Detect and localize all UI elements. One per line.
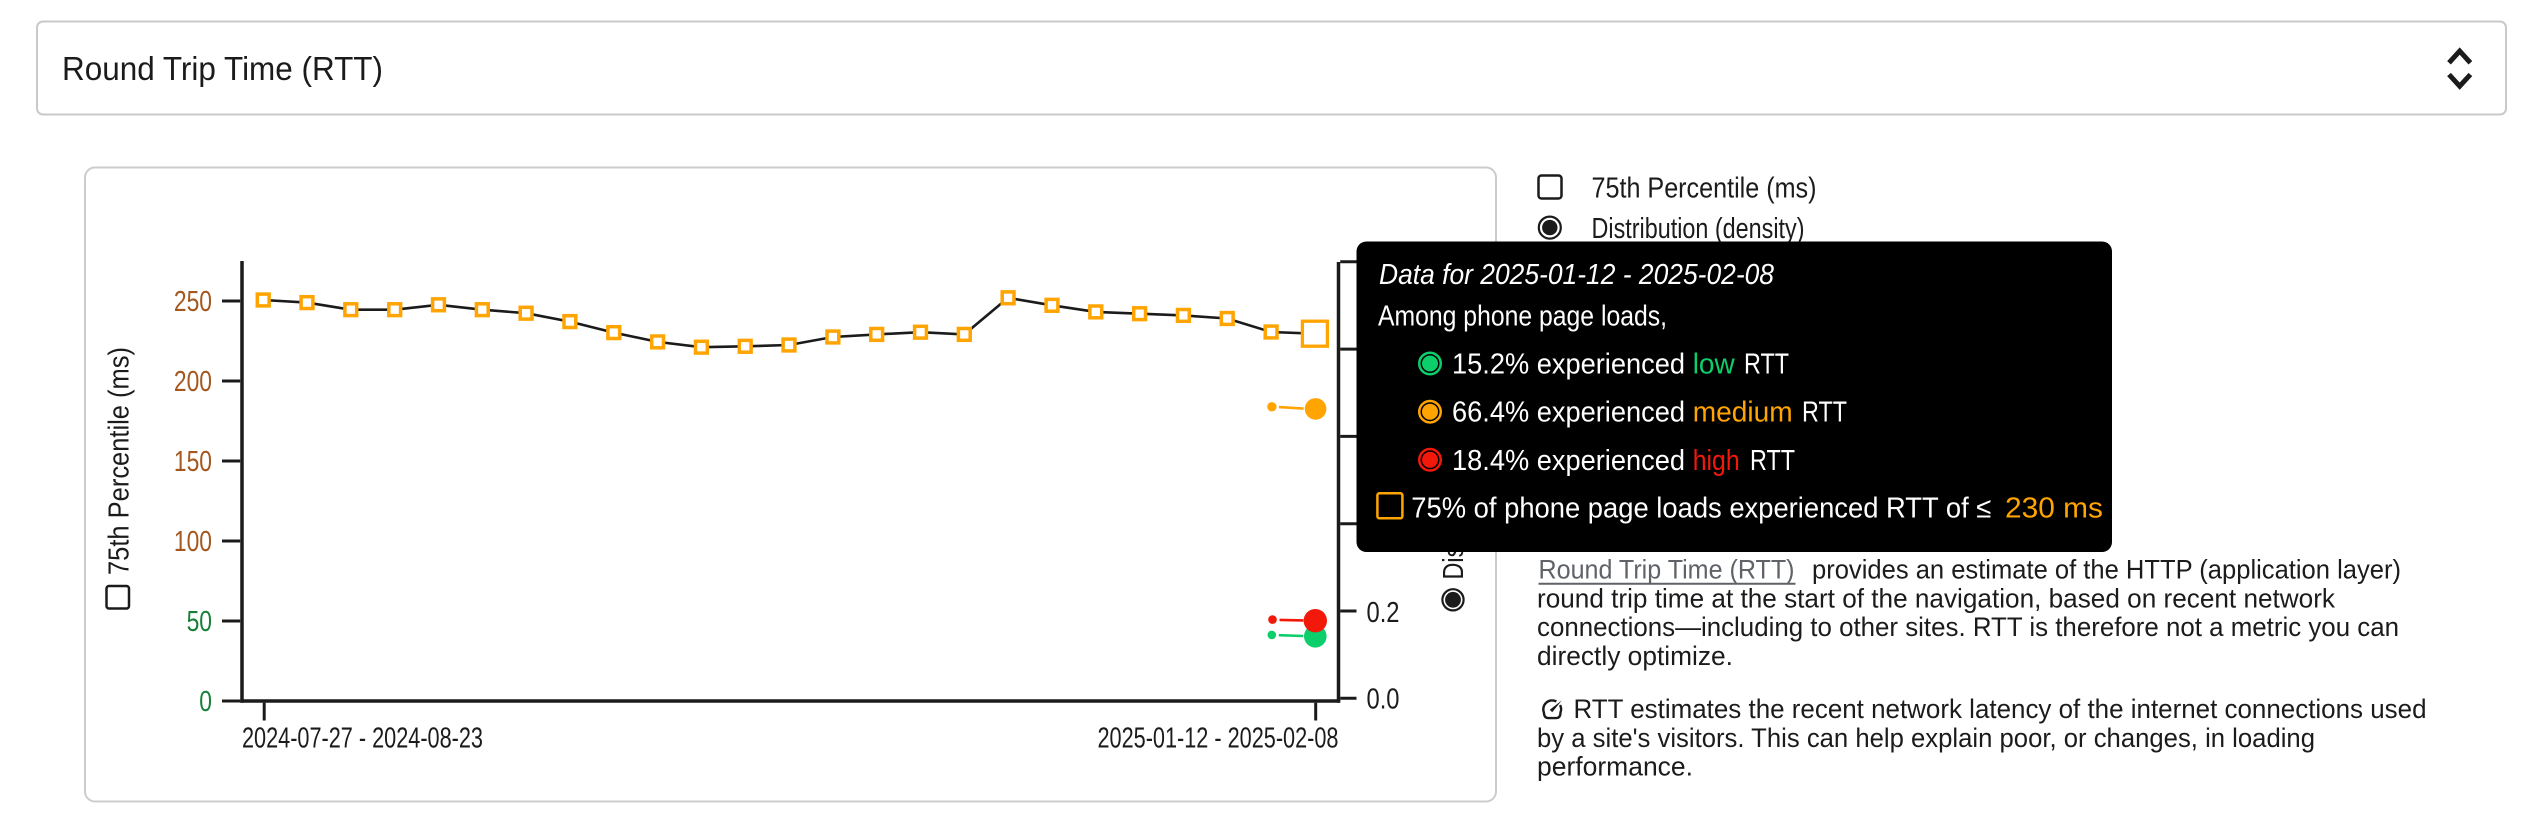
svg-text:15.2% experienced: 15.2% experienced bbox=[1452, 349, 1685, 381]
svg-text:low: low bbox=[1693, 349, 1736, 381]
svg-text:0.0: 0.0 bbox=[1367, 684, 1400, 716]
svg-text:0.2: 0.2 bbox=[1367, 597, 1400, 629]
svg-text:2025-01-12 - 2025-02-08: 2025-01-12 - 2025-02-08 bbox=[1098, 723, 1339, 755]
svg-text:Round Trip Time (RTT): Round Trip Time (RTT) bbox=[62, 51, 383, 88]
svg-text:medium: medium bbox=[1693, 397, 1793, 429]
svg-text:performance.: performance. bbox=[1537, 752, 1693, 782]
svg-text:230 ms: 230 ms bbox=[2005, 493, 2103, 525]
svg-text:66.4% experienced: 66.4% experienced bbox=[1452, 397, 1685, 429]
svg-text:round trip time at the start o: round trip time at the start of the navi… bbox=[1537, 583, 2336, 613]
svg-text:provides an estimate of the HT: provides an estimate of the HTTP (applic… bbox=[1812, 555, 2401, 585]
svg-text:high: high bbox=[1693, 445, 1740, 477]
svg-text:100: 100 bbox=[174, 526, 212, 558]
svg-text:150: 150 bbox=[174, 446, 212, 478]
svg-text:200: 200 bbox=[174, 366, 212, 398]
svg-text:75th Percentile (ms): 75th Percentile (ms) bbox=[1592, 172, 1817, 204]
svg-text:by a site's visitors. This can: by a site's visitors. This can help expl… bbox=[1537, 723, 2315, 753]
svg-text:Among phone page loads,: Among phone page loads, bbox=[1378, 301, 1667, 333]
svg-text:50: 50 bbox=[187, 606, 212, 638]
svg-text:connections—including to other: connections—including to other sites. RT… bbox=[1537, 612, 2399, 642]
svg-text:RTT: RTT bbox=[1744, 349, 1789, 381]
svg-text:RTT estimates the recent netwo: RTT estimates the recent network latency… bbox=[1574, 694, 2427, 724]
svg-text:250: 250 bbox=[174, 286, 212, 318]
svg-text:Round Trip Time (RTT): Round Trip Time (RTT) bbox=[1539, 555, 1795, 585]
svg-text:directly optimize.: directly optimize. bbox=[1537, 641, 1733, 671]
svg-text:18.4% experienced: 18.4% experienced bbox=[1452, 445, 1685, 477]
svg-text:0: 0 bbox=[199, 686, 212, 718]
svg-text:RTT: RTT bbox=[1802, 397, 1847, 429]
svg-text:RTT: RTT bbox=[1750, 445, 1795, 477]
svg-text:75th Percentile (ms): 75th Percentile (ms) bbox=[104, 347, 136, 575]
svg-text:Data for 2025-01-12 - 2025-02-: Data for 2025-01-12 - 2025-02-08 bbox=[1379, 259, 1774, 291]
svg-text:75% of phone page loads experi: 75% of phone page loads experienced RTT … bbox=[1411, 493, 1991, 525]
svg-text:Distribution (density): Distribution (density) bbox=[1592, 213, 1805, 245]
svg-text:2024-07-27 - 2024-08-23: 2024-07-27 - 2024-08-23 bbox=[242, 723, 483, 755]
